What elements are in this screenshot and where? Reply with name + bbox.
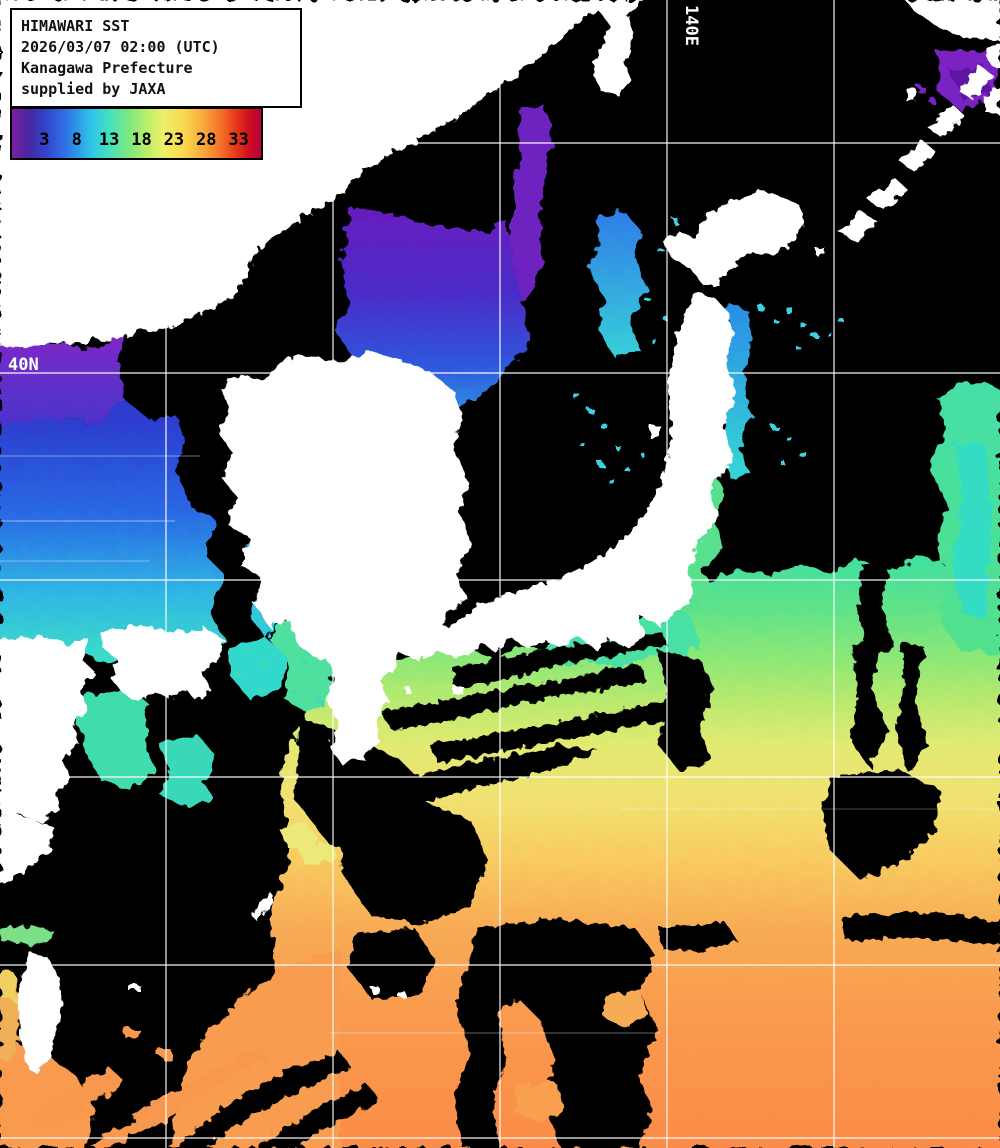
colorbar-tick: 33 [228,130,249,150]
cloud-layer [58,105,1000,1148]
temperature-colorbar: 3 8 13 18 23 28 33 [10,107,263,160]
info-box: HIMAWARI SST 2026/03/07 02:00 (UTC) Kana… [10,8,302,108]
scanline-artifacts [0,455,1000,1034]
product-title: HIMAWARI SST [21,17,130,35]
grid-label-35n: 35N [10,758,41,778]
colorbar-tick: 8 [71,130,82,150]
timestamp: 2026/03/07 02:00 (UTC) [21,38,220,56]
grid-label-140e: 140E [681,5,701,46]
provider: Kanagawa Prefecture [21,59,193,77]
grid-label-40n: 40N [8,355,39,375]
colorbar-tick: 18 [131,130,152,150]
colorbar-tick: 13 [98,130,120,150]
colorbar-tick: 28 [195,130,217,150]
credit: supplied by JAXA [21,80,166,98]
colorbar-tick: 23 [163,130,185,150]
land-cloud-layer [0,0,1000,1075]
colorbar-tick: 3 [39,130,50,150]
cloud-hole-patches [515,990,648,1122]
